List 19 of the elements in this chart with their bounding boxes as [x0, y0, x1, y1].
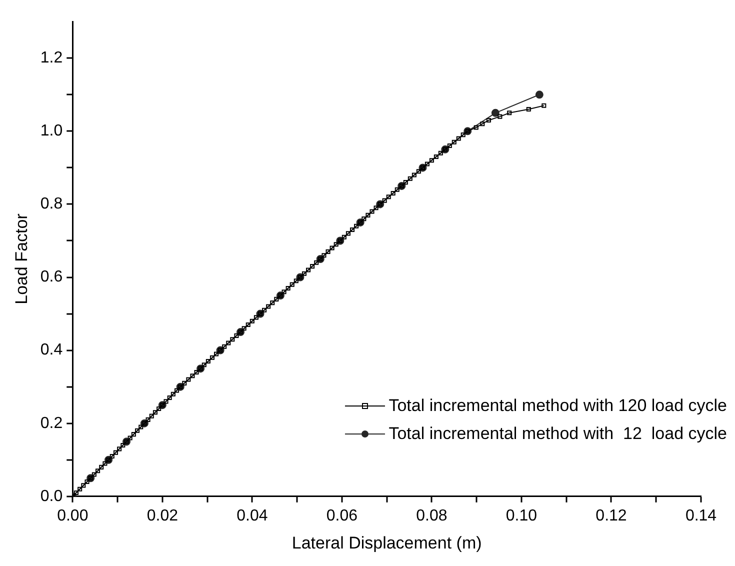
y-tick-label: 0.6 [40, 268, 63, 286]
y-tick-label: 0.8 [40, 196, 63, 213]
x-axis-title: Lateral Displacement (m) [292, 533, 482, 552]
x-tick-label: 0.08 [416, 507, 448, 524]
x-tick-label: 0.02 [146, 507, 178, 524]
legend-label: Total incremental method with 120 load cycle [388, 395, 727, 417]
y-tick-label: 0.0 [40, 488, 63, 505]
y-tick-label: 0.2 [40, 414, 63, 432]
y-tick-label: 1.2 [40, 50, 63, 67]
x-tick-label: 0.10 [506, 507, 538, 524]
x-tick-label: 0.12 [596, 507, 627, 524]
legend-label: Total incremental method with 12 load cycle [388, 423, 727, 445]
x-tick-label: 0.04 [236, 507, 268, 524]
x-tick-label: 0.06 [326, 507, 358, 524]
x-tick-label: 0.14 [685, 507, 717, 524]
y-axis-title: Load Factor [12, 213, 31, 304]
y-tick-label: 1.0 [40, 122, 63, 140]
x-tick-label: 0.00 [57, 507, 88, 524]
y-tick-label: 0.4 [40, 342, 63, 359]
